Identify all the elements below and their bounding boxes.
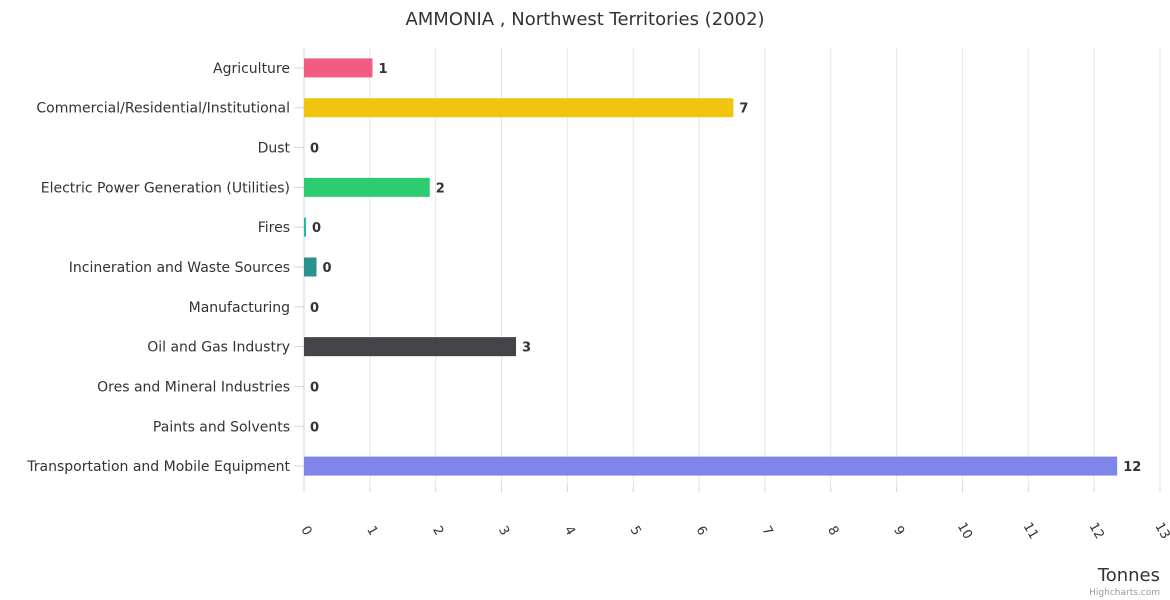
category-label: Fires <box>258 220 290 236</box>
data-label: 0 <box>310 142 319 157</box>
bar[interactable] <box>304 337 517 357</box>
x-tick-label: 6 <box>693 524 710 539</box>
category-label: Oil and Gas Industry <box>147 340 290 356</box>
x-tick-label: 12 <box>1086 520 1107 542</box>
x-tick-label: 3 <box>495 524 512 539</box>
category-label: Transportation and Mobile Equipment <box>26 459 290 475</box>
credits-text[interactable]: Highcharts.com <box>1089 588 1160 598</box>
x-tick-label: 10 <box>954 520 975 542</box>
x-tick-label: 7 <box>758 524 775 539</box>
category-label: Commercial/Residential/Institutional <box>36 101 290 117</box>
data-label: 3 <box>522 341 531 356</box>
category-label: Manufacturing <box>189 300 290 316</box>
x-tick-label: 4 <box>561 524 578 539</box>
x-axis-ticks: 0 1 2 3 4 5 6 7 8 9 10 11 12 13 <box>297 486 1170 542</box>
x-tick-label: 0 <box>297 524 314 539</box>
data-label: 0 <box>312 221 321 236</box>
bars: 1 7 0 2 0 0 0 3 0 0 12 <box>304 58 1141 476</box>
category-labels: Agriculture Commercial/Residential/Instit… <box>26 61 304 475</box>
data-label: 12 <box>1123 460 1141 475</box>
category-label: Incineration and Waste Sources <box>69 260 290 276</box>
x-axis-title: Tonnes <box>1097 565 1160 586</box>
x-tick-label: 1 <box>363 524 380 539</box>
chart-title: AMMONIA , Northwest Territories (2002) <box>405 9 764 30</box>
category-label: Paints and Solvents <box>153 419 290 435</box>
x-tick-label: 9 <box>890 524 907 539</box>
category-label: Dust <box>258 141 291 157</box>
bar[interactable] <box>304 58 373 78</box>
bar[interactable] <box>304 257 317 277</box>
category-label: Ores and Mineral Industries <box>97 379 290 395</box>
x-tick-label: 5 <box>627 524 644 539</box>
bar[interactable] <box>304 456 1118 476</box>
data-label: 0 <box>310 380 319 395</box>
data-label: 0 <box>310 301 319 316</box>
data-label: 7 <box>739 102 748 117</box>
bar[interactable] <box>304 177 430 197</box>
bar[interactable] <box>304 217 306 237</box>
x-tick-label: 8 <box>824 524 841 539</box>
bar[interactable] <box>304 98 734 118</box>
data-label: 0 <box>323 261 332 276</box>
data-label: 2 <box>436 181 445 196</box>
x-tick-label: 13 <box>1151 520 1170 542</box>
x-tick-label: 11 <box>1020 520 1041 542</box>
data-label: 0 <box>310 420 319 435</box>
grid-lines <box>303 48 1161 486</box>
category-label: Agriculture <box>213 61 290 77</box>
x-tick-label: 2 <box>429 524 446 539</box>
data-label: 1 <box>378 62 387 77</box>
category-label: Electric Power Generation (Utilities) <box>41 180 290 196</box>
